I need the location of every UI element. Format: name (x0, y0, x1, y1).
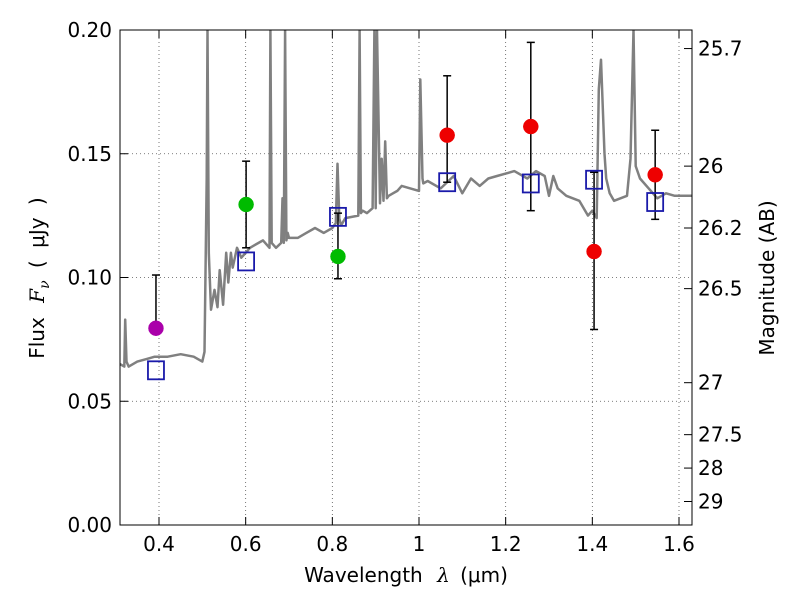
model-photometry-box (237, 251, 256, 272)
y-axis-title-close-paren: ) (25, 197, 49, 205)
model-spectrum-line (120, 30, 692, 368)
y-axis-title-group: Flux Fν ( μJy ) (25, 197, 54, 359)
x-tick-label: 1.4 (576, 532, 608, 556)
mag-tick-label: 25.7 (698, 37, 743, 61)
model-photometry-box (438, 172, 457, 193)
model-photometry-box (147, 360, 165, 381)
points-layer (147, 41, 665, 381)
x-tick-label: 0.8 (316, 532, 348, 556)
x-tick-label: 0.6 (230, 532, 262, 556)
axis-ticks: 0.4 0.6 0.8 1 1.2 1.4 1.6 0.00 0.05 0.10 0.15 0.20 2… (67, 18, 742, 556)
y-tick-label: 0.05 (67, 389, 112, 413)
x-axis-title-prefix: Wavelength (304, 563, 423, 587)
y-axis-title-open-paren: ( (25, 260, 49, 268)
observed-flux-point (586, 243, 602, 260)
mag-tick-label: 27 (698, 371, 723, 395)
mag-tick-label: 27.5 (698, 423, 743, 447)
x-tick-label: 0.4 (143, 532, 175, 556)
model-photometry-box (646, 192, 665, 212)
observed-flux-point (148, 320, 164, 336)
x-tick-label: 1.6 (663, 532, 695, 556)
right-axis-title: Magnitude (AB) (755, 200, 779, 355)
y-axis-title-symbol: F (25, 288, 49, 304)
right-axis-title-group: Magnitude (AB) (755, 200, 779, 355)
x-axis-title-symbol: λ (436, 563, 450, 587)
observed-flux-point (238, 196, 254, 213)
y-axis-title-subscript: ν (37, 280, 53, 289)
mag-tick-label: 28 (698, 456, 723, 480)
y-tick-label: 0.15 (67, 142, 112, 166)
observed-flux-point (330, 248, 346, 265)
x-axis-title-units: (μm) (460, 563, 508, 587)
x-tick-label: 1 (413, 532, 426, 556)
model-photometry-box (585, 169, 603, 190)
mag-tick-label: 26.2 (698, 216, 743, 240)
spectrum-layer (120, 30, 692, 368)
y-tick-label: 0.00 (67, 513, 112, 537)
mag-tick-label: 26.5 (698, 277, 743, 301)
x-axis-title: Wavelength λ (μm) (304, 563, 508, 587)
observed-flux-point (647, 167, 663, 183)
y-axis-title-prefix: Flux (25, 317, 49, 359)
observed-flux-point (523, 118, 539, 135)
y-axis-title-units: μJy (25, 217, 49, 248)
model-photometry-box (329, 206, 347, 227)
observed-flux-point (439, 127, 455, 143)
mag-tick-label: 29 (698, 489, 723, 513)
y-axis-title: Flux Fν ( μJy ) (25, 197, 54, 359)
y-tick-label: 0.20 (67, 18, 112, 42)
mag-tick-label: 26 (698, 154, 723, 178)
x-tick-label: 1.2 (490, 532, 522, 556)
y-tick-label: 0.10 (67, 266, 112, 290)
model-photometry-box (521, 173, 540, 194)
